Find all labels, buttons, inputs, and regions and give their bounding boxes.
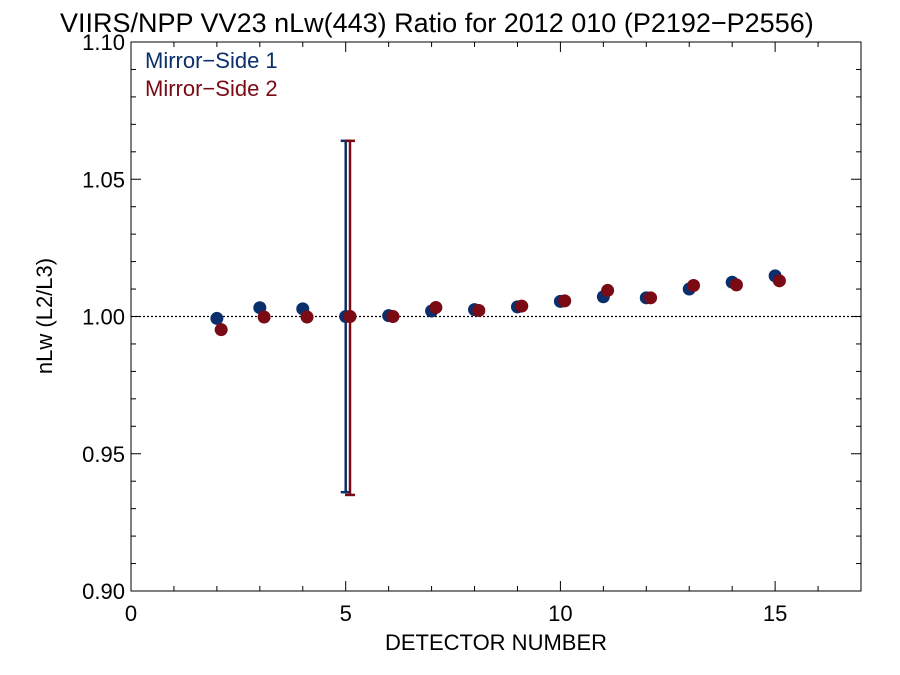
y-tick-label: 1.00 [82, 305, 125, 330]
x-tick-label: 10 [548, 601, 572, 626]
x-tick-label: 15 [763, 601, 787, 626]
data-point-series-2 [343, 310, 357, 323]
data-point-series-2 [515, 299, 529, 313]
x-tick-label: 0 [125, 601, 137, 626]
data-point-series-2 [300, 310, 314, 324]
y-axis-label: nLw (L2/L3) [32, 258, 57, 374]
axis-ticks [130, 41, 862, 592]
x-axis-label: DETECTOR NUMBER [385, 630, 607, 655]
y-tick-label: 0.95 [82, 442, 125, 467]
data-point-series-2 [601, 283, 615, 297]
y-tick-label: 1.05 [82, 167, 125, 192]
x-tick-label: 5 [340, 601, 352, 626]
y-tick-label: 0.90 [82, 579, 125, 604]
data-point-series-2 [729, 278, 743, 292]
data-point-series-2 [772, 274, 786, 288]
legend-entry-series-2: Mirror−Side 2 [145, 76, 278, 101]
chart-title: VIIRS/NPP VV23 nLw(443) Ratio for 2012 0… [60, 8, 814, 38]
legend-entry-series-1: Mirror−Side 1 [145, 48, 278, 73]
data-point-series-2 [472, 303, 486, 317]
legend: Mirror−Side 1 Mirror−Side 2 [145, 48, 278, 101]
data-point-series-2 [644, 291, 658, 305]
data-point-series-2 [558, 294, 572, 308]
data-point-series-1 [210, 311, 224, 325]
axis-tick-labels: 0 5 10 15 0.90 0.95 1.00 1.05 1.10 [82, 30, 787, 626]
data-point-series-2 [214, 323, 228, 337]
data-points [210, 269, 786, 337]
data-point-series-2 [257, 310, 271, 324]
data-point-series-2 [386, 310, 400, 323]
data-point-series-2 [429, 300, 443, 314]
y-tick-label: 1.10 [82, 30, 125, 55]
data-point-series-2 [687, 278, 701, 292]
